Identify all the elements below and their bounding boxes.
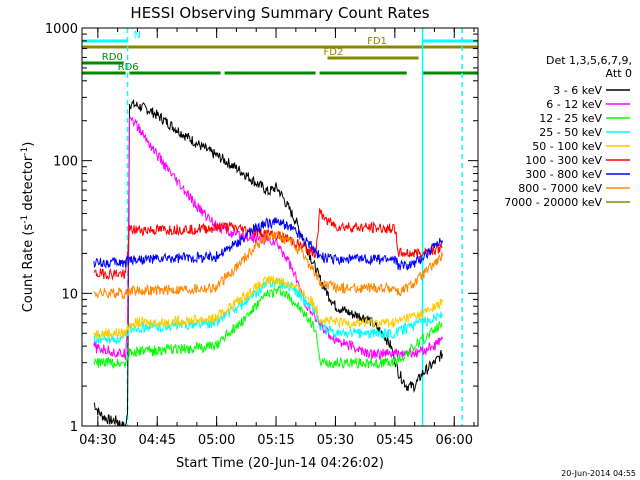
time-markers	[126, 28, 463, 426]
series-line-1	[93, 116, 443, 361]
plot-frame	[81, 27, 479, 427]
x-tick-label: 05:45	[376, 433, 413, 448]
legend-label-0: 3 - 6 keV	[553, 84, 602, 97]
y-axis-label: Count Rate (s-1 detector-1)	[20, 142, 36, 313]
x-tick-label: 06:00	[436, 433, 473, 448]
y-label-end: )	[21, 142, 36, 147]
series-line-2	[93, 285, 443, 370]
flag-label-n: N	[133, 30, 140, 41]
x-tick-label: 04:45	[139, 433, 176, 448]
flag-label-fd2: FD2	[324, 47, 344, 58]
legend-label-4: 50 - 100 keV	[532, 140, 602, 153]
legend-label-3: 25 - 50 keV	[539, 126, 602, 139]
x-axis-label: Start Time (20-Jun-14 04:26:02)	[176, 456, 384, 471]
legend-label-2: 12 - 25 keV	[539, 112, 602, 125]
series-line-6	[93, 217, 443, 271]
legend-label-6: 300 - 800 keV	[525, 168, 602, 181]
axes: 04:30 04:45 05:00 05:15 05:30 05:45 06:00 1 10 10…	[45, 22, 478, 448]
series-lines	[93, 99, 443, 427]
y-label-main: Count Rate (s	[21, 224, 36, 313]
x-tick-label: 05:30	[317, 433, 354, 448]
legend-label-1: 6 - 12 keV	[546, 98, 602, 111]
legend-label-8: 7000 - 20000 keV	[504, 196, 602, 209]
y-label-sup1: -1	[20, 215, 30, 224]
y-label-sup2: -1	[20, 147, 30, 156]
x-tick-label: 04:30	[79, 433, 116, 448]
flag-label-fd1: FD1	[367, 36, 387, 47]
y-tick-label: 1000	[45, 22, 78, 37]
flag-bars: NFD1FD2RD0RD6	[82, 30, 478, 75]
legend-label-5: 100 - 300 keV	[525, 154, 602, 167]
flag-label-rd0: RD0	[102, 52, 123, 63]
series-line-7	[93, 231, 443, 300]
series-line-5	[93, 207, 443, 281]
legend-header-line1: Det 1,3,5,6,7,9,	[546, 54, 632, 67]
y-tick-label: 1	[70, 420, 78, 435]
legend-label-7: 800 - 7000 keV	[518, 182, 602, 195]
x-tick-label: 05:00	[198, 433, 235, 448]
y-tick-label: 10	[61, 287, 78, 302]
chart-title: HESSI Observing Summary Count Rates	[130, 4, 429, 22]
x-tick-label: 05:15	[257, 433, 294, 448]
timestamp: 20-Jun-2014 04:55	[561, 469, 636, 478]
y-tick-label: 100	[53, 155, 78, 170]
legend-header-line2: Att 0	[606, 67, 632, 80]
series-line-4	[93, 275, 443, 340]
y-label-mid: detector	[21, 155, 36, 215]
